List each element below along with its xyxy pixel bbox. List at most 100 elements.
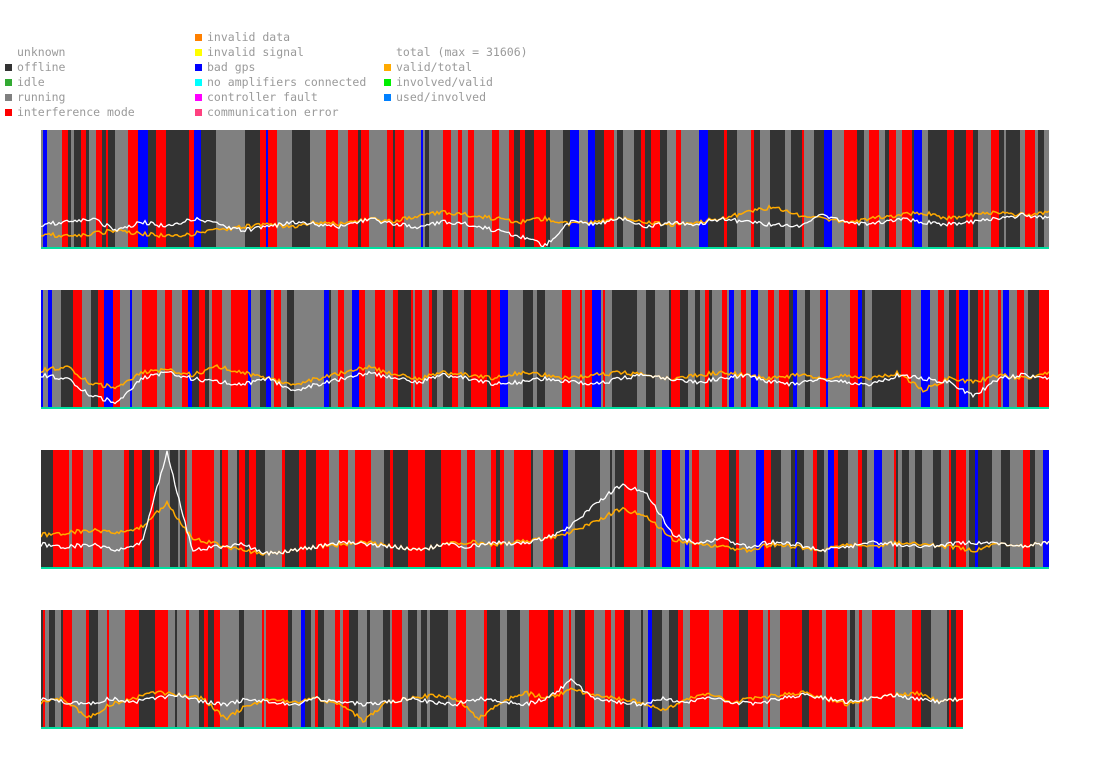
state-bar (108, 130, 115, 248)
state-bar (604, 130, 614, 248)
state-bar (358, 610, 367, 728)
state-bar (120, 450, 124, 568)
state-bar (622, 290, 629, 408)
state-bar (541, 450, 543, 568)
state-bar (436, 610, 441, 728)
state-bar (359, 290, 365, 408)
state-bar (722, 290, 727, 408)
state-bar (451, 130, 458, 248)
state-bar (680, 290, 688, 408)
state-bar (166, 130, 169, 248)
legend-label: communication error (207, 105, 339, 119)
state-bar (480, 130, 483, 248)
state-bar (571, 610, 575, 728)
state-bar (192, 450, 201, 568)
state-bar (222, 450, 228, 568)
state-bar (129, 450, 134, 568)
state-bar (930, 290, 938, 408)
state-bar (814, 130, 824, 248)
state-bar (413, 450, 415, 568)
state-bar (189, 610, 199, 728)
state-bar (554, 450, 563, 568)
state-bar (748, 610, 753, 728)
state-bar (1010, 450, 1017, 568)
legend-swatch (195, 49, 202, 56)
state-bar (43, 290, 48, 408)
state-bar (367, 610, 370, 728)
state-bar (487, 610, 494, 728)
state-bar (1017, 450, 1023, 568)
state-bar (165, 290, 172, 408)
state-bar (949, 290, 956, 408)
state-bar (452, 290, 458, 408)
state-bar (844, 130, 848, 248)
state-bar (496, 450, 500, 568)
state-bar (500, 610, 507, 728)
state-bar (585, 610, 594, 728)
state-bar (646, 290, 655, 408)
state-bar (471, 290, 480, 408)
state-bar (614, 130, 617, 248)
state-bar (537, 290, 545, 408)
state-bar (931, 610, 937, 728)
state-bar (575, 450, 580, 568)
state-bar (715, 130, 724, 248)
state-bar (941, 450, 949, 568)
state-bar (113, 290, 120, 408)
state-bar (56, 130, 62, 248)
state-bar (315, 610, 318, 728)
state-bar (1028, 290, 1031, 408)
state-bar (837, 290, 842, 408)
state-bar (209, 290, 212, 408)
state-bar (347, 290, 352, 408)
state-bar (466, 610, 474, 728)
state-bar (774, 290, 779, 408)
state-bar (545, 290, 555, 408)
state-bar (894, 450, 896, 568)
state-bar (170, 450, 178, 568)
state-bar (961, 610, 963, 728)
state-bar (1030, 450, 1035, 568)
state-bar (1044, 130, 1049, 248)
state-bar (104, 290, 110, 408)
state-bar (208, 610, 210, 728)
state-bar (867, 450, 874, 568)
legend-label: interference mode (17, 105, 135, 119)
state-bar (425, 130, 429, 248)
state-bar (408, 450, 413, 568)
state-bar (723, 610, 731, 728)
state-bar (231, 290, 240, 408)
state-bar (998, 290, 1001, 408)
state-bar (239, 450, 245, 568)
total-line (41, 212, 1049, 248)
state-bar (1007, 450, 1010, 568)
state-bar (685, 450, 689, 568)
state-bar (265, 450, 268, 568)
state-bar (352, 290, 359, 408)
state-bar (978, 450, 982, 568)
state-bar (335, 610, 340, 728)
state-bar (110, 290, 113, 408)
state-bar (281, 290, 287, 408)
state-bar (205, 290, 209, 408)
state-bar (105, 450, 111, 568)
state-bar (142, 450, 150, 568)
state-bar (443, 290, 452, 408)
state-bar (746, 290, 751, 408)
state-bar (93, 450, 102, 568)
state-bar (287, 290, 289, 408)
state-bar (204, 610, 208, 728)
state-bar (739, 450, 746, 568)
state-bar (542, 130, 546, 248)
state-bar (299, 450, 306, 568)
state-bar (810, 290, 820, 408)
state-bar (253, 610, 262, 728)
state-bar (102, 130, 106, 248)
state-bar (982, 450, 992, 568)
state-bar (406, 290, 411, 408)
state-bar (271, 290, 274, 408)
state-bar (552, 450, 554, 568)
state-bar (1001, 450, 1007, 568)
state-bar (804, 450, 813, 568)
state-bar (536, 450, 541, 568)
